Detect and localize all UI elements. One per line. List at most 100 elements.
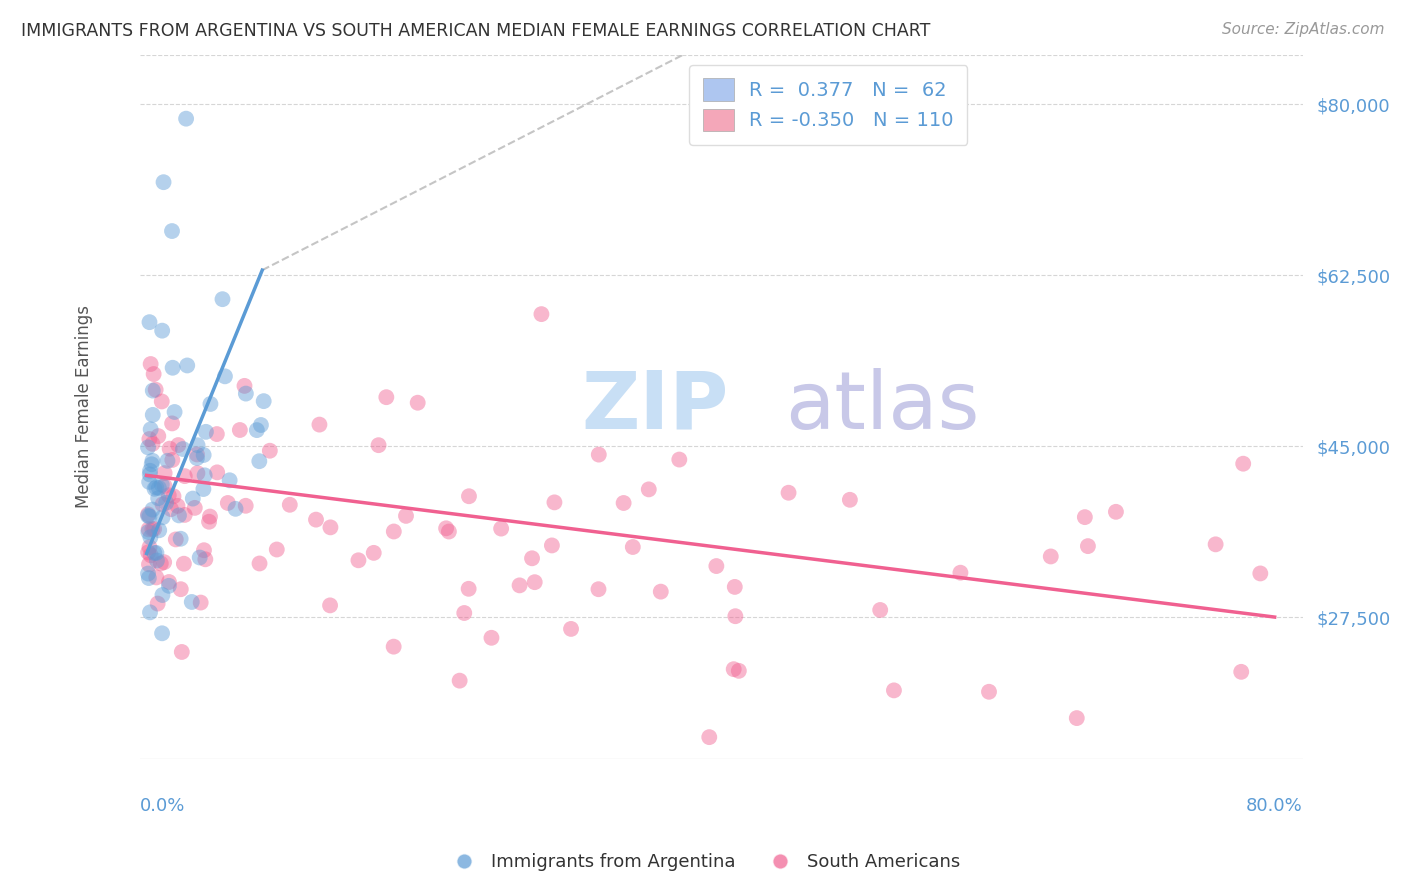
Point bbox=[139, 464, 162, 478]
Point bbox=[1039, 549, 1062, 564]
Point bbox=[163, 405, 186, 419]
Point bbox=[458, 489, 481, 503]
Text: ZIP: ZIP bbox=[582, 368, 728, 446]
Point bbox=[723, 662, 745, 676]
Point bbox=[217, 496, 239, 510]
Point bbox=[1066, 711, 1088, 725]
Point bbox=[160, 224, 183, 238]
Point bbox=[148, 491, 170, 506]
Point bbox=[319, 599, 342, 613]
Point bbox=[724, 580, 747, 594]
Point bbox=[697, 730, 720, 744]
Point bbox=[375, 390, 398, 404]
Point bbox=[650, 584, 672, 599]
Point bbox=[233, 379, 256, 393]
Point bbox=[142, 408, 165, 422]
Point bbox=[136, 441, 159, 455]
Point bbox=[457, 582, 479, 596]
Point bbox=[159, 442, 181, 456]
Point bbox=[560, 622, 582, 636]
Point bbox=[977, 685, 1000, 699]
Text: atlas: atlas bbox=[785, 368, 980, 446]
Point bbox=[249, 557, 271, 571]
Point bbox=[541, 538, 564, 552]
Point bbox=[211, 292, 233, 306]
Point bbox=[173, 469, 195, 483]
Point bbox=[363, 546, 385, 560]
Point bbox=[142, 384, 165, 398]
Point bbox=[200, 397, 222, 411]
Point bbox=[266, 542, 288, 557]
Text: IMMIGRANTS FROM ARGENTINA VS SOUTH AMERICAN MEDIAN FEMALE EARNINGS CORRELATION C: IMMIGRANTS FROM ARGENTINA VS SOUTH AMERI… bbox=[21, 22, 931, 40]
Point bbox=[141, 458, 163, 472]
Point bbox=[193, 448, 215, 462]
Point bbox=[139, 605, 162, 619]
Point bbox=[138, 571, 160, 585]
Point bbox=[225, 501, 247, 516]
Point bbox=[838, 492, 860, 507]
Point bbox=[727, 664, 749, 678]
Point bbox=[367, 438, 389, 452]
Point bbox=[141, 437, 163, 451]
Point bbox=[145, 570, 167, 584]
Point bbox=[148, 523, 170, 537]
Point bbox=[187, 438, 209, 452]
Point bbox=[1232, 457, 1254, 471]
Point bbox=[1077, 539, 1099, 553]
Point bbox=[145, 383, 167, 397]
Point bbox=[138, 432, 160, 446]
Point bbox=[138, 524, 160, 539]
Point bbox=[543, 495, 565, 509]
Point bbox=[174, 112, 197, 126]
Point bbox=[194, 552, 217, 566]
Point bbox=[668, 452, 690, 467]
Point bbox=[194, 468, 217, 483]
Point bbox=[319, 520, 342, 534]
Text: 80.0%: 80.0% bbox=[1246, 797, 1303, 815]
Point bbox=[172, 442, 194, 456]
Point bbox=[214, 369, 236, 384]
Point bbox=[186, 466, 208, 480]
Point bbox=[406, 395, 429, 409]
Point bbox=[437, 524, 460, 539]
Point bbox=[246, 423, 269, 437]
Point bbox=[395, 508, 418, 523]
Point bbox=[530, 307, 553, 321]
Point bbox=[138, 315, 160, 329]
Point bbox=[139, 530, 162, 544]
Point bbox=[138, 509, 160, 524]
Point bbox=[706, 559, 728, 574]
Point bbox=[1249, 566, 1271, 581]
Point bbox=[152, 175, 174, 189]
Text: Source: ZipAtlas.com: Source: ZipAtlas.com bbox=[1222, 22, 1385, 37]
Point bbox=[305, 513, 328, 527]
Point bbox=[153, 479, 176, 493]
Point bbox=[157, 579, 180, 593]
Point bbox=[188, 550, 211, 565]
Point bbox=[136, 566, 159, 581]
Point bbox=[136, 545, 159, 559]
Point bbox=[160, 417, 183, 431]
Point bbox=[157, 574, 180, 589]
Point bbox=[167, 438, 190, 452]
Point bbox=[136, 508, 159, 522]
Point bbox=[235, 499, 257, 513]
Point bbox=[169, 532, 191, 546]
Point bbox=[153, 555, 176, 569]
Point bbox=[170, 582, 193, 597]
Point bbox=[173, 508, 195, 522]
Point bbox=[235, 386, 257, 401]
Point bbox=[150, 394, 173, 409]
Point bbox=[138, 558, 160, 572]
Point bbox=[218, 473, 240, 487]
Point bbox=[156, 454, 179, 468]
Point bbox=[146, 553, 169, 567]
Point bbox=[308, 417, 330, 432]
Point bbox=[523, 575, 546, 590]
Text: Median Female Earnings: Median Female Earnings bbox=[75, 305, 93, 508]
Point bbox=[153, 466, 176, 480]
Point bbox=[139, 357, 162, 371]
Point bbox=[449, 673, 471, 688]
Point bbox=[259, 443, 281, 458]
Point bbox=[162, 489, 184, 503]
